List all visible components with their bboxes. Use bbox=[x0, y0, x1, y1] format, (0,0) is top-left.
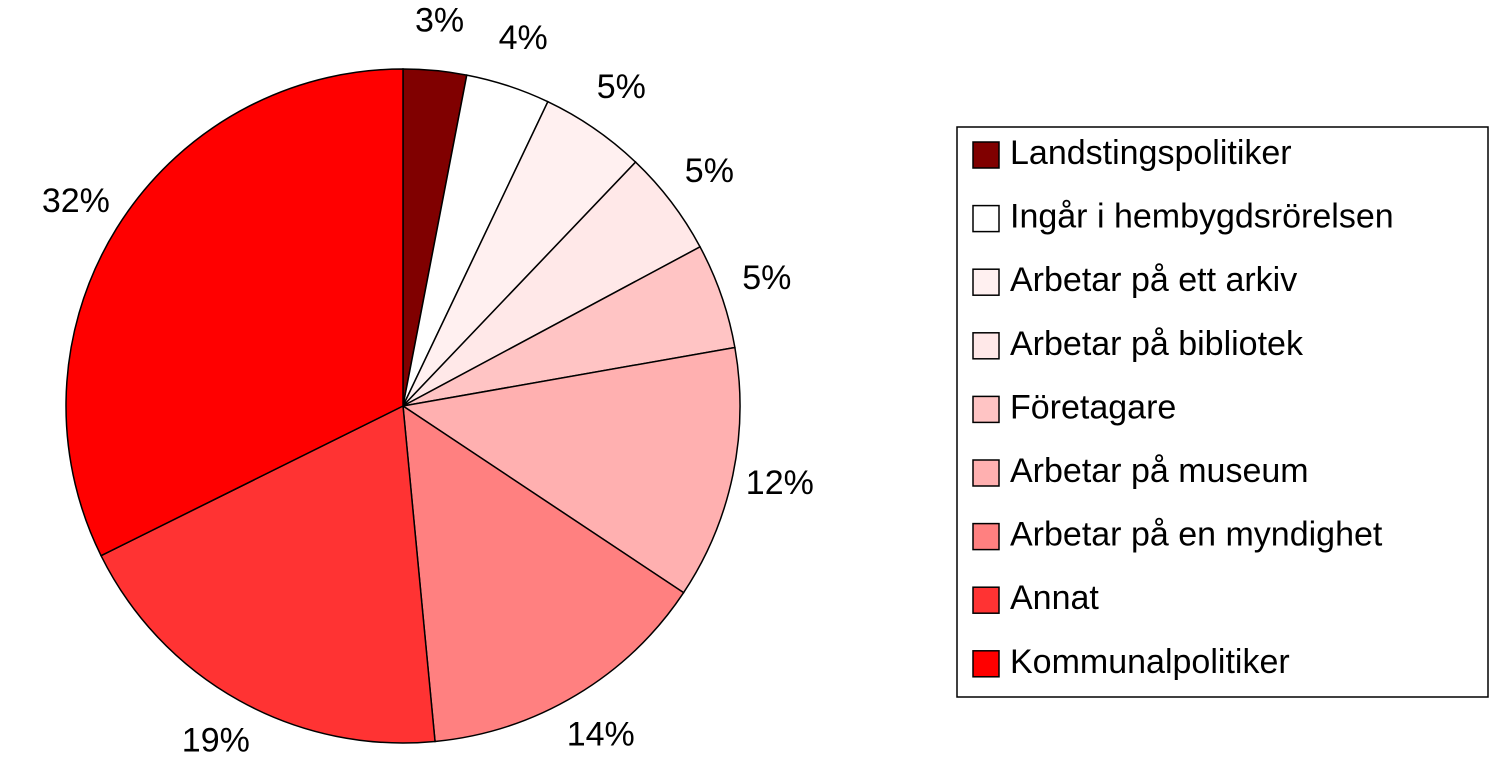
legend-swatch bbox=[972, 395, 1000, 424]
legend-swatch bbox=[972, 459, 1000, 487]
legend-swatch bbox=[972, 141, 1000, 169]
legend-swatch bbox=[972, 522, 1000, 551]
legend-label: Arbetar på bibliotek bbox=[1010, 325, 1304, 363]
pie-slice bbox=[65, 68, 404, 557]
legend-label: Arbetar på en myndighet bbox=[1010, 516, 1383, 554]
legend-swatch bbox=[972, 204, 1000, 233]
legend-label: Annat bbox=[1010, 579, 1099, 617]
data-label: 19% bbox=[182, 721, 250, 759]
legend-label: Företagare bbox=[1010, 388, 1176, 426]
data-label: 5% bbox=[685, 152, 734, 190]
pie-slice bbox=[401, 346, 741, 594]
data-label: 14% bbox=[567, 715, 635, 753]
legend-swatch bbox=[972, 650, 1000, 678]
legend-label: Arbetar på ett arkiv bbox=[1010, 261, 1297, 299]
pie-slice bbox=[100, 404, 436, 744]
data-label: 5% bbox=[597, 68, 646, 106]
pie-slice bbox=[402, 404, 685, 743]
legend-label: Kommunalpolitiker bbox=[1010, 643, 1290, 681]
legend-box bbox=[956, 126, 1489, 698]
legend-label: Arbetar på museum bbox=[1010, 452, 1309, 490]
data-label: 32% bbox=[42, 182, 110, 220]
legend-swatch bbox=[972, 332, 1000, 360]
data-label: 4% bbox=[499, 19, 548, 57]
legend-swatch bbox=[972, 268, 1000, 296]
legend-label: Ingår i hembygdsrörelsen bbox=[1010, 198, 1394, 236]
legend-label: Landstingspolitiker bbox=[1010, 134, 1292, 172]
legend-swatch bbox=[972, 586, 1000, 614]
data-label: 3% bbox=[415, 2, 464, 40]
data-label: 5% bbox=[742, 259, 791, 297]
data-label: 12% bbox=[746, 464, 814, 502]
